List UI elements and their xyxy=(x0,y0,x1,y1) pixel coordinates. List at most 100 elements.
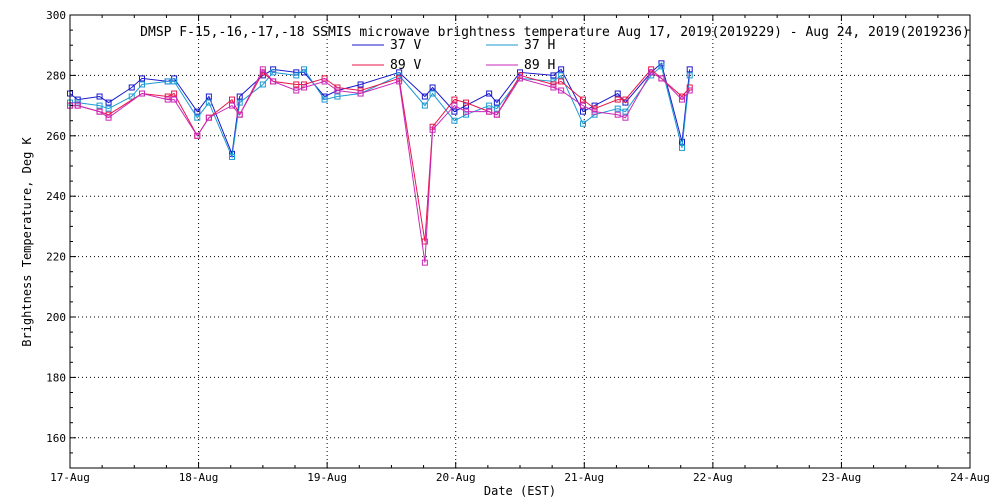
data-point-37-h xyxy=(229,153,235,160)
data-point-89-h xyxy=(293,87,300,94)
data-point-89-h xyxy=(194,132,201,139)
data-point-89-h xyxy=(164,96,171,103)
axis-ticks: 160 180 200 220 240 260 280 300 17-Aug 18-Aug 19-A… xyxy=(46,9,990,484)
data-point-37-h xyxy=(164,78,171,85)
y-tick-label: 200 xyxy=(46,311,66,324)
data-point-37-v xyxy=(493,99,500,106)
legend-label-89-v: 89 V xyxy=(390,58,421,73)
series-89-h xyxy=(67,66,693,266)
data-point-89-v xyxy=(229,96,235,103)
series-line-89-h xyxy=(70,68,691,263)
data-point-37-h xyxy=(301,66,307,73)
data-point-37-h xyxy=(171,78,178,85)
data-point-89-h xyxy=(421,259,428,266)
data-point-89-h xyxy=(591,108,598,115)
data-point-89-h xyxy=(517,75,523,82)
data-point-89-h xyxy=(614,111,621,118)
data-point-89-h xyxy=(396,78,403,85)
y-tick-label: 180 xyxy=(46,371,66,384)
data-point-37-h xyxy=(614,105,621,112)
y-tick-label: 260 xyxy=(46,130,66,143)
data-point-89-v xyxy=(463,99,469,106)
data-point-37-h xyxy=(463,111,469,118)
data-point-37-v xyxy=(429,84,436,91)
data-point-89-h xyxy=(580,102,586,109)
data-point-89-h xyxy=(648,69,655,76)
y-axis-title: Brightness Temperature, Deg K xyxy=(20,136,34,346)
legend-label-37-h: 37 H xyxy=(524,38,555,53)
data-point-89-h xyxy=(334,87,341,94)
data-point-89-h xyxy=(321,78,328,85)
data-point-37-v xyxy=(580,108,586,115)
data-point-37-v xyxy=(205,93,212,100)
x-tick-label: 17-Aug xyxy=(50,471,90,484)
x-tick-label: 21-Aug xyxy=(564,471,604,484)
legend: 37 V 37 H 89 V 89 H xyxy=(352,38,555,73)
legend-label-89-h: 89 H xyxy=(524,58,555,73)
y-tick-label: 300 xyxy=(46,9,66,22)
data-point-37-h xyxy=(622,108,629,115)
data-point-37-v xyxy=(96,93,103,100)
y-tick-label: 160 xyxy=(46,432,66,445)
y-tick-label: 240 xyxy=(46,190,66,203)
data-point-37-h xyxy=(105,105,112,112)
data-point-37-v xyxy=(421,93,428,100)
data-point-37-v xyxy=(357,81,364,88)
data-point-37-h xyxy=(236,99,243,106)
x-axis-title: Date (EST) xyxy=(484,484,556,498)
x-tick-label: 24-Aug xyxy=(950,471,990,484)
data-point-37-v xyxy=(139,75,145,82)
data-point-89-v xyxy=(164,93,171,100)
data-point-37-v xyxy=(558,66,565,73)
data-point-37-v xyxy=(236,93,243,100)
data-point-89-h xyxy=(270,78,277,85)
data-point-89-h xyxy=(550,84,557,91)
data-point-89-h xyxy=(558,87,565,94)
data-point-37-v xyxy=(194,108,201,115)
data-point-37-h xyxy=(421,102,428,109)
data-point-89-h xyxy=(429,126,436,133)
data-point-89-h xyxy=(486,108,493,115)
data-point-37-h xyxy=(451,117,458,124)
data-point-37-h xyxy=(558,72,565,79)
data-point-37-v xyxy=(270,66,277,73)
data-point-37-h xyxy=(429,90,436,97)
data-point-37-v xyxy=(105,99,112,106)
x-tick-label: 19-Aug xyxy=(307,471,347,484)
data-point-37-v xyxy=(550,72,557,79)
data-point-89-h xyxy=(493,111,500,118)
x-tick-label: 18-Aug xyxy=(179,471,219,484)
data-point-89-h xyxy=(686,87,693,94)
data-point-89-v xyxy=(171,90,178,97)
data-point-37-v xyxy=(614,90,621,97)
data-point-37-h xyxy=(591,111,598,118)
data-point-89-h xyxy=(139,90,145,97)
data-point-37-h xyxy=(580,120,586,127)
data-point-89-v xyxy=(622,96,629,103)
data-point-37-h xyxy=(658,63,665,70)
data-point-89-h xyxy=(236,111,243,118)
data-point-89-h xyxy=(229,102,235,109)
data-point-89-v xyxy=(293,81,300,88)
x-tick-label: 23-Aug xyxy=(822,471,862,484)
data-point-37-h xyxy=(139,81,145,88)
data-point-37-h xyxy=(270,69,277,76)
chart-title: DMSP F-15,-16,-17,-18 SSMIS microwave br… xyxy=(140,25,970,40)
data-point-89-h xyxy=(622,114,629,121)
data-point-89-h xyxy=(259,66,266,73)
data-point-37-v xyxy=(686,66,693,73)
data-point-89-v xyxy=(558,78,565,85)
data-point-89-h xyxy=(105,114,112,121)
data-point-89-h xyxy=(301,84,307,91)
x-tick-label: 22-Aug xyxy=(693,471,733,484)
data-point-37-v xyxy=(128,84,135,91)
data-point-37-h xyxy=(293,72,300,79)
data-point-37-h xyxy=(74,99,81,106)
data-point-37-h xyxy=(334,93,341,100)
data-point-89-h xyxy=(463,108,469,115)
data-point-89-v xyxy=(451,96,458,103)
data-point-89-v xyxy=(301,81,307,88)
x-tick-label: 20-Aug xyxy=(436,471,476,484)
data-point-89-h xyxy=(451,102,458,109)
